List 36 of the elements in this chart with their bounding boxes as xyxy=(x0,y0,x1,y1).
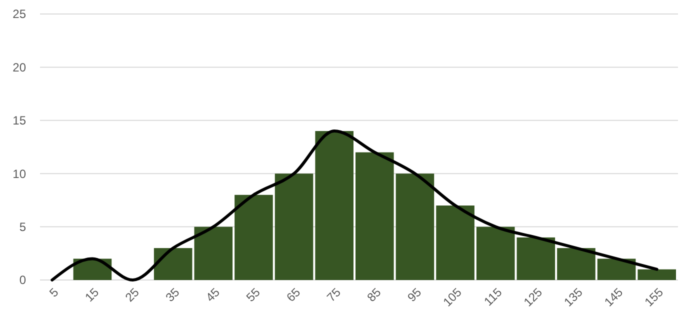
x-tick-label: 145 xyxy=(602,284,626,310)
x-tick-label: 75 xyxy=(324,284,344,305)
x-tick-label: 45 xyxy=(203,284,223,305)
bar xyxy=(315,131,354,280)
bar xyxy=(154,248,192,280)
bar xyxy=(356,152,394,280)
y-tick-label: 25 xyxy=(12,7,26,22)
bar xyxy=(476,226,515,280)
y-tick-label: 20 xyxy=(12,60,26,74)
bar xyxy=(638,269,676,280)
x-tick-label: 55 xyxy=(243,284,264,305)
y-tick-label: 5 xyxy=(19,220,26,234)
bar xyxy=(436,206,474,280)
x-tick-label: 155 xyxy=(642,284,666,310)
line-series xyxy=(50,130,658,282)
x-tick-label: 65 xyxy=(284,284,304,305)
y-tick-label: 10 xyxy=(12,166,26,181)
bar xyxy=(194,226,233,280)
bar xyxy=(234,194,273,280)
x-tick-label: 35 xyxy=(162,284,182,305)
x-tick-label: 115 xyxy=(481,284,505,309)
x-tick-label: 15 xyxy=(82,284,102,305)
bar xyxy=(274,174,314,280)
x-tick-label: 5 xyxy=(46,284,62,300)
bar xyxy=(396,174,434,280)
x-tick-label: 25 xyxy=(122,284,142,305)
x-tick-label: 105 xyxy=(440,284,465,310)
bar xyxy=(516,237,556,280)
x-tick-label: 85 xyxy=(364,284,384,305)
y-tick-label: 0 xyxy=(19,273,26,288)
x-tick-label: 95 xyxy=(404,284,424,305)
x-tick-label: 125 xyxy=(520,284,546,310)
x-tick-label: 135 xyxy=(561,284,586,310)
bar xyxy=(597,258,636,280)
y-tick-label: 15 xyxy=(12,114,26,128)
bar xyxy=(557,248,596,280)
